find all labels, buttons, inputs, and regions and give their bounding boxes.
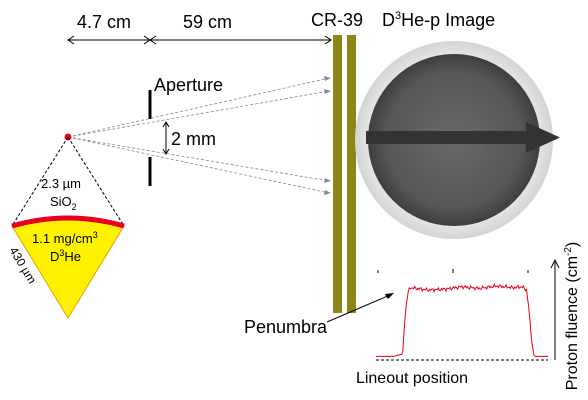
- image-title-superscript: 3: [395, 10, 401, 22]
- fluence-axis-label: Proton fluence (cm-2): [563, 242, 581, 391]
- zoom-lines: [11, 136, 125, 227]
- fill-gas-superscript: 3: [59, 248, 64, 258]
- fluence-axis-end: ): [564, 242, 581, 247]
- arrow-up-icon: [550, 258, 560, 269]
- shell-material-base: SiO: [50, 194, 72, 209]
- distance-target-aperture-label: 4.7 cm: [77, 12, 131, 32]
- fill-gas-rest: He: [64, 249, 81, 264]
- arrow-head-right-icon: [324, 35, 332, 45]
- ray-4: [67, 136, 330, 194]
- image-title-base: D: [382, 10, 395, 30]
- penumbra-pointer-line: [326, 294, 391, 323]
- dimension-arrows: [67, 35, 332, 45]
- fill-density-superscript: 3: [93, 230, 98, 240]
- arrow-head-icon: [324, 190, 331, 195]
- arrow-right-icon: [526, 122, 560, 153]
- fill-density-label: 1.1 mg/cm3: [32, 230, 98, 246]
- arrow-head-left-icon: [149, 35, 157, 45]
- ray-3: [67, 136, 330, 182]
- lineout-axes: [376, 258, 560, 361]
- ray-2: [67, 90, 330, 138]
- lineout-position-label: Lineout position: [356, 370, 468, 387]
- lineout-arrow: [366, 122, 560, 153]
- arrow-up-icon: [162, 121, 170, 128]
- shell-material-subscript: 2: [72, 202, 77, 212]
- shell-thickness-label: 2.3 µm: [41, 176, 81, 191]
- fluence-axis-superscript: -2: [563, 247, 574, 256]
- lineout-curve: [376, 283, 549, 358]
- arrow-head-icon: [324, 89, 331, 94]
- penumbra-label: Penumbra: [244, 317, 328, 337]
- aperture-gap-arrow: [162, 121, 170, 155]
- aperture-label: Aperture: [154, 75, 223, 95]
- detector-plate-front: [333, 35, 342, 313]
- image-title: D3He-p Image: [382, 10, 495, 30]
- ray-1: [67, 77, 330, 138]
- ray-arrowheads: [324, 76, 331, 195]
- arrow-down-icon: [162, 148, 170, 155]
- arrow-head-icon: [324, 76, 331, 81]
- fluence-axis-base: Proton fluence (cm: [564, 256, 581, 390]
- fill-density-base: 1.1 mg/cm: [32, 231, 93, 246]
- image-title-rest: He-p Image: [401, 10, 495, 30]
- arrow-head-icon: [324, 178, 331, 183]
- arrow-head-left-icon: [67, 35, 75, 45]
- proton-rays: [67, 77, 330, 194]
- sio2-shell-arc: [11, 215, 125, 229]
- fill-gas-base: D: [50, 249, 59, 264]
- shell-material-label: SiO2: [50, 194, 77, 212]
- detector-label: CR-39: [311, 10, 363, 30]
- lineout-ticks: [377, 269, 529, 273]
- aperture-gap-label: 2 mm: [171, 129, 216, 149]
- detector-plate-back: [347, 35, 356, 313]
- lineout-arrow-shaft: [366, 131, 531, 144]
- fill-gas-label: D3He: [50, 248, 81, 264]
- arrow-head-icon: [385, 293, 394, 299]
- distance-aperture-detector-label: 59 cm: [183, 12, 232, 32]
